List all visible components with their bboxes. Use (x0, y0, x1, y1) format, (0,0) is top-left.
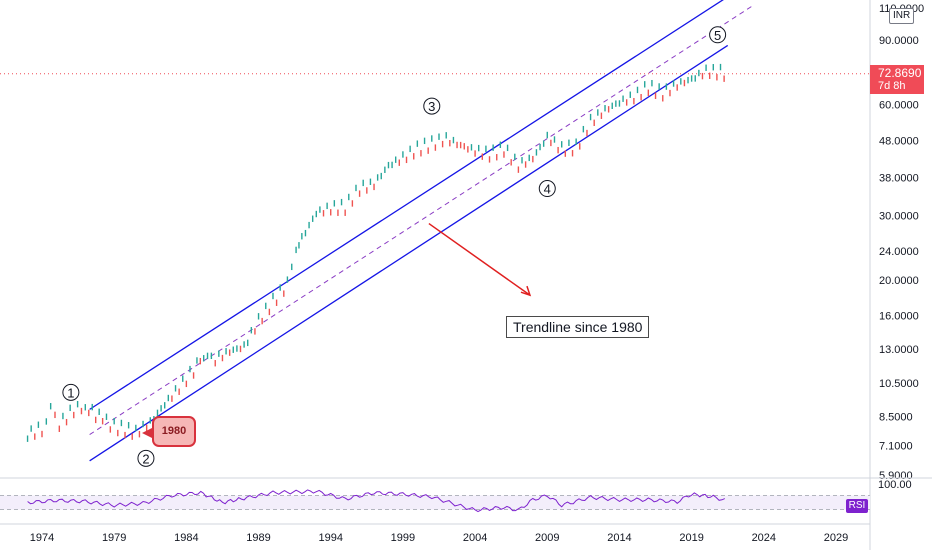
bar-countdown: 7d 8h (878, 80, 906, 92)
channel-lower-line (89, 44, 729, 462)
time-tick-label: 1979 (102, 532, 126, 544)
wave-number: 2 (142, 451, 149, 466)
time-tick-label: 2029 (824, 532, 848, 544)
price-tick-label: 16.0000 (879, 311, 919, 323)
price-tick-label: 38.0000 (879, 173, 919, 185)
price-tick-label: 20.0000 (879, 275, 919, 287)
time-tick-label: 2009 (535, 532, 559, 544)
wave-label-5: 5 (709, 26, 727, 44)
wave-labels: 1 2 3 4 5 (62, 26, 727, 467)
current-price-badge: 72.8690 7d 8h (870, 65, 924, 94)
price-tick-label: 30.0000 (879, 210, 919, 222)
current-price-value: 72.8690 (878, 66, 922, 80)
channel-midline (89, 4, 754, 435)
wave-circle (137, 449, 155, 467)
tag-1980: 1980 (142, 416, 196, 447)
rsi-pane (0, 477, 932, 513)
time-axis: 1974 1979 1984 1989 1994 1999 2004 2009 2014 2019… (0, 523, 870, 544)
time-tick-label: 1989 (246, 532, 270, 544)
price-series (26, 63, 725, 442)
trend-channel (89, 0, 754, 462)
time-tick-label: 2019 (679, 532, 703, 544)
wave-number: 4 (544, 182, 551, 197)
wave-number: 5 (714, 28, 721, 43)
rsi-band (0, 495, 870, 510)
price-tick-label: 48.0000 (879, 135, 919, 147)
wave-label-1: 1 (62, 383, 80, 401)
price-tick-label: 5.9000 (879, 470, 913, 482)
time-tick-label: 1984 (174, 532, 198, 544)
price-tick-label: 24.0000 (879, 246, 919, 258)
price-tick-label: 10.5000 (879, 378, 919, 390)
price-tick-label: 90.0000 (879, 35, 919, 47)
rsi-top-label: 100.00 (878, 479, 912, 491)
time-tick-label: 2014 (607, 532, 631, 544)
channel-upper-line (89, 0, 724, 410)
price-tick-label: 7.1000 (879, 440, 913, 452)
trendline-annotation: Trendline since 1980 (506, 316, 650, 338)
wave-label-4: 4 (538, 180, 556, 198)
time-tick-label: 2004 (463, 532, 487, 544)
time-tick-label: 2024 (752, 532, 776, 544)
wave-circle (62, 383, 80, 401)
wave-number: 3 (428, 99, 435, 114)
wave-label-3: 3 (423, 97, 441, 115)
wave-label-2: 2 (137, 449, 155, 467)
time-tick-label: 1999 (391, 532, 415, 544)
currency-badge[interactable]: INR (889, 8, 915, 24)
wave-circle (423, 97, 441, 115)
time-tick-label: 1974 (30, 532, 54, 544)
wave-circle (538, 180, 556, 198)
price-tick-label: 8.5000 (879, 412, 913, 424)
time-tick-label: 1994 (318, 532, 342, 544)
price-tick-label: 13.0000 (879, 344, 919, 356)
rsi-badge[interactable]: RSI (846, 499, 868, 513)
price-tick-label: 60.0000 (879, 100, 919, 112)
rsi-line (27, 489, 725, 513)
arrow-head (520, 285, 532, 297)
trendline-arrow (428, 222, 531, 296)
wave-circle (709, 26, 727, 44)
wave-number: 1 (67, 385, 74, 400)
